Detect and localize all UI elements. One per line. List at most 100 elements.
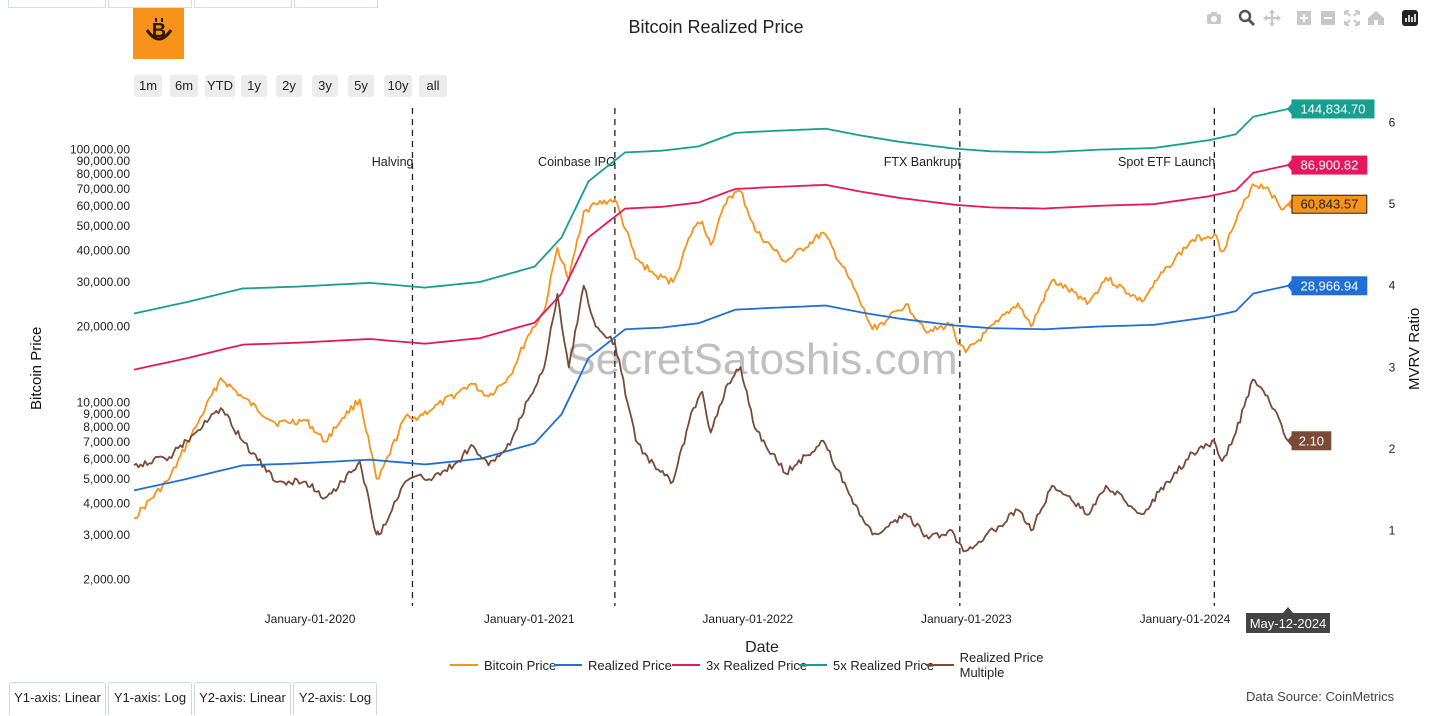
axis-type-button-1[interactable]: Y1-axis: Linear (9, 682, 106, 715)
y2-axis-title: MVRV Ratio (1406, 307, 1423, 390)
y-tick-label: 20,000.00 (77, 319, 131, 333)
y2-tick-label: 2 (1389, 442, 1396, 456)
y-tick-label: 4,000.00 (83, 496, 130, 510)
range-button-5y[interactable]: 5y (348, 75, 374, 97)
data-source: Data Source: CoinMetrics (1246, 689, 1395, 704)
range-button-2y[interactable]: 2y (276, 75, 302, 97)
zoom-out-icon[interactable] (1318, 8, 1338, 28)
end-value-text: 2.10 (1299, 433, 1324, 448)
y-tick-label: 6,000.00 (83, 452, 130, 466)
y-tick-label: 7,000.00 (83, 435, 130, 449)
x-tick-label: January-01-2021 (484, 612, 575, 626)
watermark: SecretSatoshis.com (566, 335, 957, 384)
annotation-label: FTX Bankrupt (884, 155, 962, 169)
series-line-3x-realized-price (133, 164, 1289, 371)
end-value-label: 86,900.82 (1287, 155, 1368, 175)
y-axis-title: Bitcoin Price (28, 326, 45, 410)
series-line-realized-price (133, 284, 1289, 492)
x-tick-label: January-01-2023 (921, 612, 1012, 626)
axis-type-button-4[interactable]: Y2-axis: Log (293, 682, 377, 715)
x-axis-title: Date (745, 639, 779, 656)
top-tab[interactable] (294, 0, 378, 8)
legend-swatch (926, 664, 954, 666)
range-button-6m[interactable]: 6m (170, 75, 198, 97)
y2-tick-label: 4 (1389, 279, 1396, 293)
series-line-bitcoin-price (133, 183, 1289, 520)
range-button-1m[interactable]: 1m (134, 75, 162, 97)
x-tick-label: January-01-2022 (702, 612, 793, 626)
y-tick-label: 9,000.00 (83, 407, 130, 421)
y-tick-label: 2,000.00 (83, 572, 130, 586)
x-tick-label: January-01-2024 (1140, 612, 1231, 626)
axis-type-button-2[interactable]: Y1-axis: Log (108, 682, 192, 715)
y-tick-label: 40,000.00 (77, 243, 131, 257)
legend-item[interactable]: 3x Realized Price (672, 656, 807, 674)
range-button-1y[interactable]: 1y (241, 75, 267, 97)
bitcoin-smile-icon: B (145, 17, 172, 42)
legend-label: Realized Price Multiple (959, 650, 1044, 680)
reset-axes-icon[interactable] (1366, 8, 1386, 28)
legend-swatch (554, 664, 582, 666)
y-tick-label: 60,000.00 (77, 199, 131, 213)
top-tab[interactable] (194, 0, 292, 8)
plotly-logo-icon[interactable] (1400, 8, 1420, 28)
y2-tick-label: 5 (1389, 197, 1396, 211)
end-value-text: 86,900.82 (1300, 158, 1358, 173)
legend-swatch (799, 664, 827, 666)
range-button-3y[interactable]: 3y (312, 75, 338, 97)
range-button-all[interactable]: all (419, 75, 447, 97)
secret-satoshis-logo: B (133, 8, 184, 59)
legend-item[interactable]: 5x Realized Price (799, 656, 934, 674)
end-value-text: 60,843.57 (1300, 197, 1358, 212)
legend-label: 3x Realized Price (706, 657, 808, 673)
legend-label: Bitcoin Price (484, 657, 557, 673)
top-tab-strip (0, 0, 380, 8)
y-tick-label: 80,000.00 (77, 167, 131, 181)
y2-tick-label: 1 (1389, 524, 1396, 538)
y-tick-label: 10,000.00 (77, 396, 131, 410)
end-value-text: 28,966.94 (1300, 278, 1358, 293)
annotation-label: Halving (372, 155, 414, 169)
y-tick-label: 90,000.00 (77, 154, 131, 168)
legend: Bitcoin Price Realized Price 3x Realized P… (450, 650, 1090, 680)
end-value-label: 60,843.57 (1287, 194, 1368, 214)
x-tick-label: January-01-2020 (265, 612, 356, 626)
y-tick-label: 5,000.00 (83, 472, 130, 486)
series-line-5x-realized-price (133, 108, 1289, 315)
legend-label: Realized Price (588, 657, 672, 673)
camera-icon[interactable] (1204, 8, 1224, 28)
annotation-label: Spot ETF Launch (1118, 155, 1215, 169)
svg-text:B: B (151, 20, 165, 42)
hover-date-text: May-12-2024 (1250, 616, 1327, 631)
y-tick-label: 8,000.00 (83, 420, 130, 434)
y2-tick-label: 3 (1389, 360, 1396, 374)
range-button-10y[interactable]: 10y (384, 75, 412, 97)
y-tick-label: 50,000.00 (77, 219, 131, 233)
end-value-text: 144,834.70 (1300, 101, 1365, 116)
y-tick-label: 30,000.00 (77, 275, 131, 289)
top-tab[interactable] (8, 0, 106, 8)
y2-tick-label: 6 (1389, 115, 1396, 129)
legend-item[interactable]: Bitcoin Price (450, 656, 556, 674)
annotation-label: Coinbase IPO (538, 155, 616, 169)
series-line-realized-price-multiple (133, 284, 1289, 553)
end-value-label: 2.10 (1287, 431, 1332, 451)
axis-type-button-3[interactable]: Y2-axis: Linear (194, 682, 291, 715)
pan-icon[interactable] (1262, 8, 1282, 28)
legend-item[interactable]: Realized Price (554, 656, 672, 674)
zoom-in-icon[interactable] (1294, 8, 1314, 28)
autoscale-icon[interactable] (1342, 8, 1362, 28)
range-button-ytd[interactable]: YTD (205, 75, 235, 97)
zoom-icon[interactable] (1237, 8, 1257, 28)
legend-item[interactable]: Realized Price Multiple (926, 650, 1090, 680)
y-tick-label: 70,000.00 (77, 182, 131, 196)
top-tab[interactable] (108, 0, 192, 8)
y-tick-label: 100,000.00 (70, 143, 130, 157)
y-tick-label: 3,000.00 (83, 528, 130, 542)
hover-date-label: May-12-2024 (1246, 607, 1330, 633)
end-value-label: 144,834.70 (1287, 99, 1375, 119)
legend-swatch (450, 664, 478, 666)
legend-label: 5x Realized Price (833, 657, 935, 673)
end-value-label: 28,966.94 (1287, 276, 1368, 296)
